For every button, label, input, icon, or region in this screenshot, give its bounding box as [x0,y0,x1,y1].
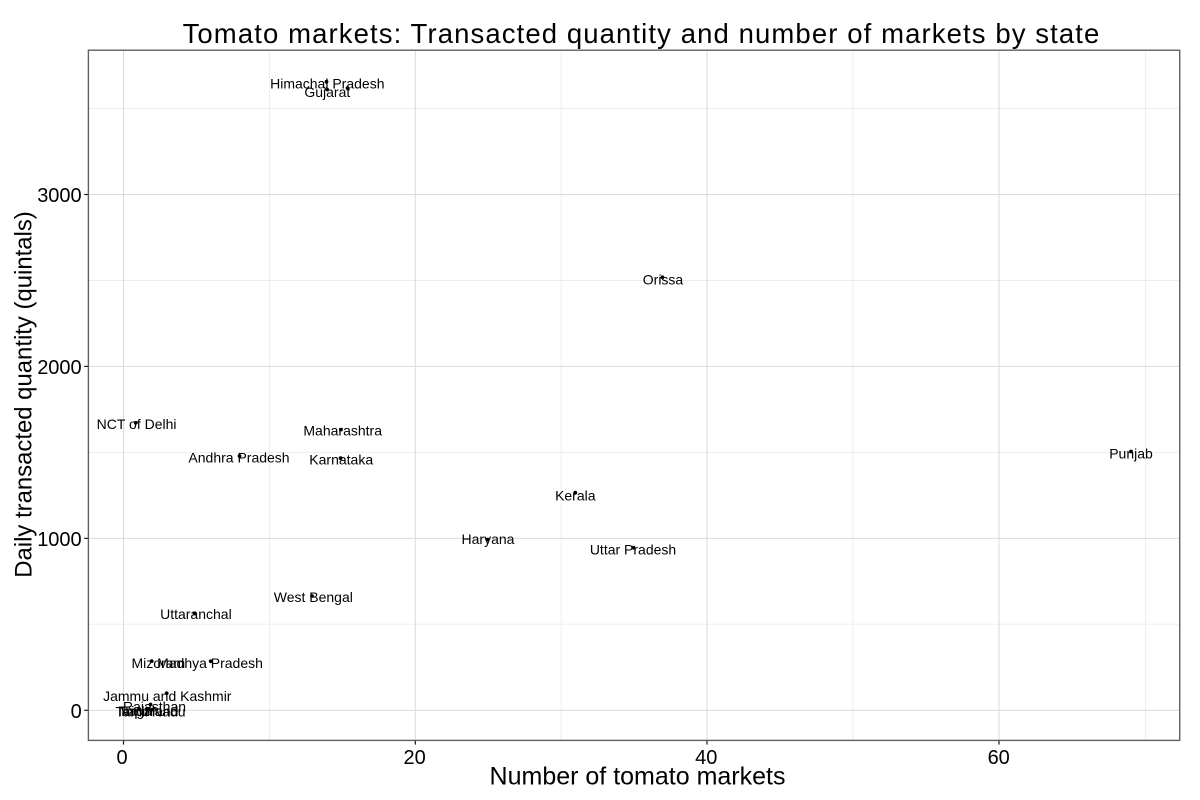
svg-text:Tomato markets: Transacted qua: Tomato markets: Transacted quantity and … [183,18,1101,49]
svg-text:Uttaranchal: Uttaranchal [160,606,232,622]
svg-text:0: 0 [116,747,127,769]
svg-text:Tripura: Tripura [119,703,163,719]
svg-text:Nagaland: Nagaland [119,703,179,719]
svg-text:Mizoram: Mizoram [131,655,185,671]
svg-text:Daily transacted quantity (qui: Daily transacted quantity (quintals) [11,211,38,578]
svg-text:1000: 1000 [37,529,82,551]
svg-text:20: 20 [403,747,425,769]
svg-text:Andhra Pradesh: Andhra Pradesh [188,449,289,465]
svg-text:60: 60 [988,747,1010,769]
svg-text:0: 0 [71,701,82,723]
svg-text:Punjab: Punjab [1109,446,1153,462]
svg-text:Madhya Pradesh: Madhya Pradesh [157,655,263,671]
svg-text:Jammu and Kashmir: Jammu and Kashmir [103,688,232,704]
svg-text:Kerala: Kerala [555,487,596,503]
svg-text:Tamil Nadu: Tamil Nadu [115,703,185,719]
svg-text:3000: 3000 [37,185,82,207]
svg-text:Maharashtra: Maharashtra [303,422,382,438]
svg-text:Karnataka: Karnataka [309,451,373,467]
svg-text:NCT of Delhi: NCT of Delhi [97,416,177,432]
svg-text:Number of tomato markets: Number of tomato markets [490,762,786,790]
svg-text:40: 40 [695,747,717,769]
svg-text:West Bengal: West Bengal [274,589,353,605]
svg-text:2000: 2000 [37,357,82,379]
svg-text:Himachal Pradesh: Himachal Pradesh [270,76,384,92]
svg-text:Gujarat: Gujarat [304,84,350,100]
svg-text:Orissa: Orissa [643,272,684,288]
svg-text:Haryana: Haryana [462,531,515,547]
svg-text:Rajasthan: Rajasthan [123,699,186,715]
svg-text:Uttar Pradesh: Uttar Pradesh [590,541,676,557]
